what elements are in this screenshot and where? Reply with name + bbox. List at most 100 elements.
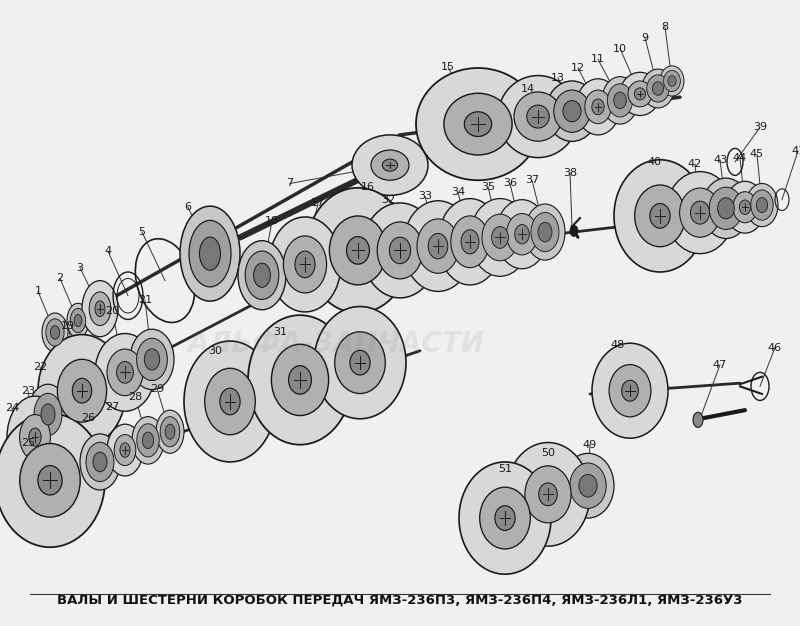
Text: 37: 37: [525, 175, 539, 185]
Ellipse shape: [622, 380, 638, 401]
Ellipse shape: [107, 424, 143, 476]
Ellipse shape: [107, 349, 143, 396]
Text: 41: 41: [791, 146, 800, 156]
Text: 50: 50: [541, 448, 555, 458]
Ellipse shape: [480, 487, 530, 549]
Ellipse shape: [74, 314, 82, 327]
Text: 19: 19: [61, 321, 75, 331]
Ellipse shape: [570, 225, 578, 237]
Ellipse shape: [739, 200, 750, 215]
Ellipse shape: [642, 69, 674, 108]
Ellipse shape: [628, 81, 652, 107]
Text: 51: 51: [498, 464, 512, 475]
Ellipse shape: [592, 343, 668, 438]
Ellipse shape: [461, 230, 479, 254]
Ellipse shape: [132, 417, 164, 464]
Ellipse shape: [350, 351, 370, 375]
Text: 26: 26: [81, 413, 95, 423]
Ellipse shape: [579, 475, 597, 497]
Ellipse shape: [538, 483, 558, 506]
Ellipse shape: [117, 361, 134, 383]
Ellipse shape: [620, 73, 660, 115]
Ellipse shape: [245, 251, 279, 299]
Ellipse shape: [254, 263, 270, 287]
Ellipse shape: [428, 233, 448, 259]
Text: 6: 6: [185, 202, 191, 212]
Text: 23: 23: [21, 386, 35, 396]
Ellipse shape: [95, 301, 105, 317]
Text: 29: 29: [150, 384, 164, 394]
Text: 13: 13: [551, 73, 565, 83]
Ellipse shape: [690, 201, 710, 224]
Ellipse shape: [7, 396, 63, 478]
Ellipse shape: [592, 99, 604, 115]
Ellipse shape: [371, 150, 409, 180]
Text: 22: 22: [33, 362, 47, 372]
Ellipse shape: [220, 388, 240, 415]
Ellipse shape: [362, 203, 438, 298]
Text: 39: 39: [753, 122, 767, 132]
Ellipse shape: [482, 214, 518, 261]
Text: 25: 25: [21, 438, 35, 448]
Ellipse shape: [693, 413, 703, 428]
Ellipse shape: [86, 443, 114, 481]
Ellipse shape: [538, 222, 552, 242]
Ellipse shape: [464, 112, 492, 136]
Ellipse shape: [0, 413, 105, 547]
Text: 1: 1: [34, 287, 42, 297]
Ellipse shape: [295, 251, 315, 278]
Ellipse shape: [378, 222, 422, 279]
Text: 28: 28: [128, 392, 142, 402]
Ellipse shape: [180, 206, 240, 301]
Ellipse shape: [525, 204, 565, 260]
Ellipse shape: [614, 92, 626, 109]
Ellipse shape: [666, 172, 734, 254]
Text: 43: 43: [713, 155, 727, 165]
Ellipse shape: [609, 364, 651, 417]
Ellipse shape: [80, 434, 120, 490]
Ellipse shape: [725, 182, 765, 233]
Ellipse shape: [750, 190, 773, 220]
Ellipse shape: [144, 349, 160, 370]
Ellipse shape: [514, 225, 530, 244]
Text: 49: 49: [583, 439, 597, 449]
Ellipse shape: [653, 82, 664, 95]
Ellipse shape: [142, 432, 154, 449]
Ellipse shape: [525, 466, 571, 523]
Text: 21: 21: [138, 295, 152, 305]
Ellipse shape: [718, 198, 734, 219]
Text: 12: 12: [571, 63, 585, 73]
Text: 30: 30: [208, 346, 222, 356]
Text: 4: 4: [105, 247, 111, 257]
Ellipse shape: [165, 424, 175, 439]
Ellipse shape: [554, 90, 590, 132]
Text: 7: 7: [286, 178, 294, 188]
Text: 46: 46: [768, 342, 782, 352]
Ellipse shape: [283, 236, 326, 293]
Text: 31: 31: [273, 327, 287, 337]
Ellipse shape: [710, 187, 742, 230]
Ellipse shape: [330, 216, 386, 285]
Text: 3: 3: [77, 263, 83, 273]
Text: 8: 8: [662, 22, 669, 32]
Ellipse shape: [403, 201, 473, 292]
Ellipse shape: [199, 237, 221, 270]
Ellipse shape: [93, 452, 107, 472]
Ellipse shape: [496, 200, 548, 269]
Ellipse shape: [506, 443, 590, 546]
Text: 10: 10: [613, 44, 627, 54]
Ellipse shape: [130, 329, 174, 389]
Ellipse shape: [491, 227, 509, 249]
Ellipse shape: [531, 212, 559, 252]
Ellipse shape: [114, 434, 136, 466]
Text: 9: 9: [642, 33, 649, 43]
Text: 36: 36: [503, 178, 517, 188]
Ellipse shape: [41, 404, 55, 425]
Ellipse shape: [160, 417, 180, 447]
Text: ВАЛЫ И ШЕСТЕРНИ КОРОБОК ПЕРЕДАЧ ЯМЗ-236П3, ЯМЗ-236П4, ЯМЗ-236Л1, ЯМЗ-236У3: ВАЛЫ И ШЕСТЕРНИ КОРОБОК ПЕРЕДАЧ ЯМЗ-236П…: [58, 593, 742, 607]
Ellipse shape: [314, 307, 406, 419]
Text: 17: 17: [311, 198, 325, 208]
Ellipse shape: [34, 393, 62, 436]
Ellipse shape: [585, 90, 611, 124]
Ellipse shape: [563, 101, 581, 121]
